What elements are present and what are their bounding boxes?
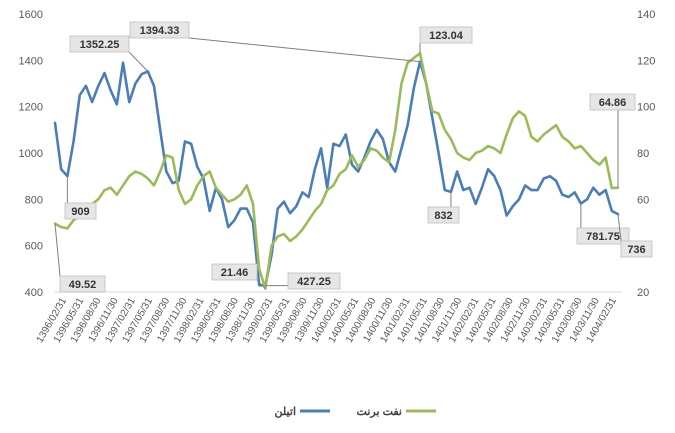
callout-leader [256, 279, 266, 289]
callout-leader [54, 223, 61, 277]
right-y-tick-label: 120 [637, 55, 655, 67]
right-y-tick-label: 60 [637, 194, 649, 206]
callout-box [589, 93, 636, 111]
legend: نفت برنت اتیلن [275, 406, 436, 418]
right-y-tick-label: 20 [637, 287, 649, 299]
legend-label-brent: نفت برنت [357, 406, 402, 418]
callout-box [427, 206, 460, 224]
series-lines [53, 51, 620, 290]
callout-box [59, 275, 106, 293]
series-line-ethylene [53, 60, 620, 287]
callout-label: 427.25 [297, 276, 331, 288]
callout-label: 49.52 [69, 279, 97, 291]
callout-leader [128, 51, 149, 72]
callout-label: 909 [71, 206, 89, 218]
callout-label: 1352.25 [80, 39, 120, 51]
callout-label: 64.86 [599, 97, 627, 109]
left-y-tick-label: 600 [25, 241, 43, 253]
left-y-tick-label: 1600 [19, 9, 43, 21]
series-line-brent [53, 51, 620, 290]
right-y-tick-label: 100 [637, 102, 655, 114]
callout-box [576, 227, 630, 245]
left-y-tick-label: 1200 [19, 102, 43, 114]
callout-box [419, 26, 473, 44]
callout-label: 736 [627, 244, 645, 256]
callout-box [287, 272, 341, 290]
left-y-tick-label: 1400 [19, 55, 43, 67]
callout-label: 781.75 [586, 231, 620, 243]
callout-box [129, 21, 190, 39]
callout-leader [188, 37, 421, 63]
callout-label: 21.46 [221, 267, 249, 279]
callout-label: 123.04 [429, 30, 464, 42]
legend-label-ethylene: اتیلن [275, 406, 296, 418]
callout-box [620, 240, 653, 258]
callout-box [69, 35, 130, 53]
callout-box [64, 202, 97, 220]
data-callouts: 1352.25 1394.33 123.04 909 64.86 832 781.75 736… [54, 21, 653, 293]
left-y-tick-label: 1000 [19, 148, 43, 160]
right-y-tick-label: 140 [637, 9, 655, 21]
left-y-axis: 400 600 800 1000 1200 1400 1600 [19, 9, 43, 299]
callout-box [211, 263, 258, 281]
callout-leader [617, 214, 622, 242]
right-y-tick-label: 80 [637, 148, 649, 160]
callout-label: 1394.33 [140, 25, 180, 37]
callout-label: 832 [434, 210, 452, 222]
left-y-tick-label: 400 [25, 287, 43, 299]
left-y-tick-label: 800 [25, 194, 43, 206]
